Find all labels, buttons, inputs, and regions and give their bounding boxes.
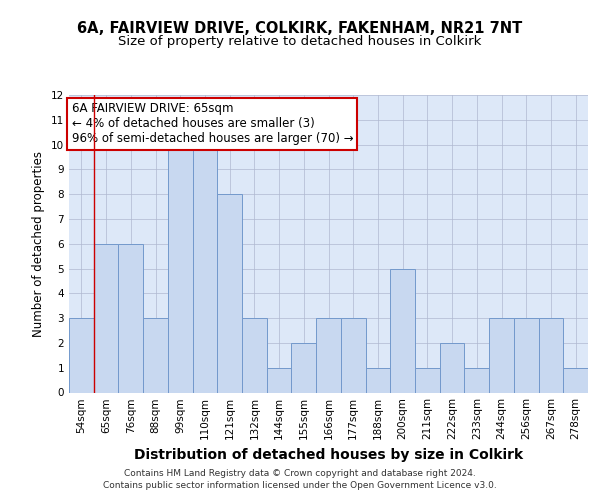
Text: Size of property relative to detached houses in Colkirk: Size of property relative to detached ho… (118, 36, 482, 49)
Bar (292, 343, 316, 392)
Bar (267, 368, 292, 392)
Text: Contains public sector information licensed under the Open Government Licence v3: Contains public sector information licen… (103, 480, 497, 490)
Bar (94, 244, 118, 392)
X-axis label: Distribution of detached houses by size in Colkirk: Distribution of detached houses by size … (134, 448, 523, 462)
Bar (69, 318, 94, 392)
Bar (193, 144, 217, 392)
Bar (168, 144, 193, 392)
Bar (390, 268, 415, 392)
Bar (415, 368, 440, 392)
Bar (464, 368, 489, 392)
Bar (316, 318, 341, 392)
Bar (118, 244, 143, 392)
Bar (514, 318, 539, 392)
Bar (365, 368, 390, 392)
Y-axis label: Number of detached properties: Number of detached properties (32, 151, 46, 337)
Bar (242, 318, 267, 392)
Text: Contains HM Land Registry data © Crown copyright and database right 2024.: Contains HM Land Registry data © Crown c… (124, 470, 476, 478)
Bar (143, 318, 168, 392)
Bar (341, 318, 365, 392)
Text: 6A FAIRVIEW DRIVE: 65sqm
← 4% of detached houses are smaller (3)
96% of semi-det: 6A FAIRVIEW DRIVE: 65sqm ← 4% of detache… (71, 102, 353, 146)
Bar (489, 318, 514, 392)
Bar (217, 194, 242, 392)
Bar (563, 368, 588, 392)
Bar (440, 343, 464, 392)
Text: 6A, FAIRVIEW DRIVE, COLKIRK, FAKENHAM, NR21 7NT: 6A, FAIRVIEW DRIVE, COLKIRK, FAKENHAM, N… (77, 21, 523, 36)
Bar (539, 318, 563, 392)
